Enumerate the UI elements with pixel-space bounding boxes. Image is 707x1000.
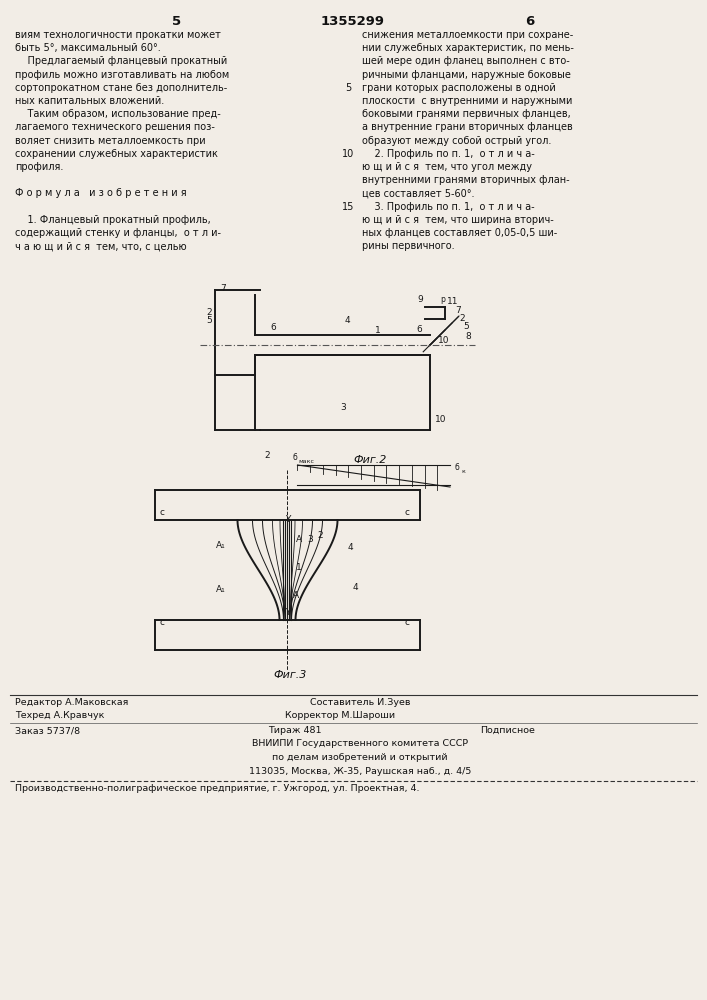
- Text: A: A: [293, 591, 298, 600]
- Text: p: p: [440, 295, 445, 304]
- Text: 9: 9: [417, 295, 423, 304]
- Text: содержащий стенку и фланцы,  о т л и-: содержащий стенку и фланцы, о т л и-: [15, 228, 221, 238]
- Text: Предлагаемый фланцевый прокатный: Предлагаемый фланцевый прокатный: [15, 56, 227, 66]
- Text: грани которых расположены в одной: грани которых расположены в одной: [362, 83, 556, 93]
- Text: ч а ю щ и й с я  тем, что, с целью: ч а ю щ и й с я тем, что, с целью: [15, 241, 187, 251]
- Text: сортопрокатном стане без дополнитель-: сортопрокатном стане без дополнитель-: [15, 83, 227, 93]
- Text: 3: 3: [340, 403, 346, 412]
- Text: профиль можно изготавливать на любом: профиль можно изготавливать на любом: [15, 70, 229, 80]
- Text: 4: 4: [348, 543, 353, 552]
- Text: Y: Y: [285, 515, 290, 524]
- Text: 5: 5: [206, 316, 212, 325]
- Text: 1: 1: [375, 326, 381, 335]
- Text: виям технологичности прокатки может: виям технологичности прокатки может: [15, 30, 221, 40]
- Text: ю щ и й с я  тем, что угол между: ю щ и й с я тем, что угол между: [362, 162, 532, 172]
- Text: Тираж 481: Тираж 481: [268, 726, 322, 735]
- Text: 8: 8: [465, 332, 471, 341]
- Text: шей мере один фланец выполнен с вто-: шей мере один фланец выполнен с вто-: [362, 56, 570, 66]
- Text: б: б: [293, 453, 297, 462]
- Text: снижения металлоемкости при сохране-: снижения металлоемкости при сохране-: [362, 30, 573, 40]
- Text: 15: 15: [341, 202, 354, 212]
- Text: образуют между собой острый угол.: образуют между собой острый угол.: [362, 136, 551, 146]
- Text: профиля.: профиля.: [15, 162, 64, 172]
- Text: 1355299: 1355299: [321, 15, 385, 28]
- Text: Таким образом, использование пред-: Таким образом, использование пред-: [15, 109, 221, 119]
- Text: сохранении служебных характеристик: сохранении служебных характеристик: [15, 149, 218, 159]
- Text: 4: 4: [353, 583, 358, 592]
- Text: 2: 2: [264, 451, 269, 460]
- Text: 2: 2: [317, 531, 323, 540]
- Text: 10: 10: [435, 415, 447, 424]
- Text: с: с: [160, 618, 165, 627]
- Text: нии служебных характеристик, по мень-: нии служебных характеристик, по мень-: [362, 43, 574, 53]
- Text: Подписное: Подписное: [480, 726, 535, 735]
- Text: A₁: A₁: [216, 585, 226, 594]
- Text: 5: 5: [345, 83, 351, 93]
- Text: Корректор М.Шароши: Корректор М.Шароши: [285, 712, 395, 720]
- Text: Фиг.3: Фиг.3: [274, 670, 307, 680]
- Text: 5: 5: [173, 15, 182, 28]
- Text: 11: 11: [447, 297, 459, 306]
- Text: 1: 1: [296, 563, 301, 572]
- Text: с: с: [405, 618, 410, 627]
- Text: 10: 10: [438, 336, 450, 345]
- Text: Редактор А.Маковская: Редактор А.Маковская: [15, 698, 129, 707]
- Text: 10: 10: [342, 149, 354, 159]
- Text: к: к: [461, 469, 465, 474]
- Text: 2. Профиль по п. 1,  о т л и ч а-: 2. Профиль по п. 1, о т л и ч а-: [362, 149, 534, 159]
- Text: с: с: [405, 508, 410, 517]
- Text: ных капитальных вложений.: ных капитальных вложений.: [15, 96, 164, 106]
- Text: по делам изобретений и открытий: по делам изобретений и открытий: [272, 753, 448, 762]
- Text: 7: 7: [220, 284, 226, 293]
- Text: 5: 5: [463, 322, 469, 331]
- Text: ю щ и й с я  тем, что ширина вторич-: ю щ и й с я тем, что ширина вторич-: [362, 215, 554, 225]
- Text: A₁: A₁: [216, 541, 226, 550]
- Text: цев составляет 5-60°.: цев составляет 5-60°.: [362, 188, 474, 198]
- Text: 6: 6: [525, 15, 534, 28]
- Text: ричными фланцами, наружные боковые: ричными фланцами, наружные боковые: [362, 70, 571, 80]
- Text: Заказ 5737/8: Заказ 5737/8: [15, 726, 80, 735]
- Text: внутренними гранями вторичных флан-: внутренними гранями вторичных флан-: [362, 175, 570, 185]
- Text: 1. Фланцевый прокатный профиль,: 1. Фланцевый прокатный профиль,: [15, 215, 211, 225]
- Text: 4: 4: [345, 316, 351, 325]
- Text: воляет снизить металлоемкость при: воляет снизить металлоемкость при: [15, 136, 206, 146]
- Text: ВНИИПИ Государственного комитета СССР: ВНИИПИ Государственного комитета СССР: [252, 740, 468, 748]
- Text: Фиг.2: Фиг.2: [354, 455, 387, 465]
- Text: Техред А.Кравчук: Техред А.Кравчук: [15, 712, 105, 720]
- Text: б: б: [455, 463, 460, 472]
- Text: ных фланцев составляет 0,05-0,5 ши-: ных фланцев составляет 0,05-0,5 ши-: [362, 228, 557, 238]
- Text: 3: 3: [308, 535, 313, 544]
- Text: A: A: [296, 535, 302, 544]
- Text: рины первичного.: рины первичного.: [362, 241, 455, 251]
- Text: с: с: [160, 508, 165, 517]
- Text: 7: 7: [455, 306, 461, 315]
- Text: 6: 6: [416, 325, 422, 334]
- Text: Ф о р м у л а   и з о б р е т е н и я: Ф о р м у л а и з о б р е т е н и я: [15, 188, 187, 198]
- Text: а внутренние грани вторичных фланцев: а внутренние грани вторичных фланцев: [362, 122, 573, 132]
- Text: быть 5°, максимальный 60°.: быть 5°, максимальный 60°.: [15, 43, 160, 53]
- Text: 3. Профиль по п. 1,  о т л и ч а-: 3. Профиль по п. 1, о т л и ч а-: [362, 202, 534, 212]
- Text: 2: 2: [459, 314, 464, 323]
- Text: Y: Y: [285, 608, 290, 617]
- Text: макс: макс: [298, 459, 315, 464]
- Text: 113035, Москва, Ж-35, Раушская наб., д. 4/5: 113035, Москва, Ж-35, Раушская наб., д. …: [249, 766, 471, 776]
- Text: Производственно-полиграфическое предприятие, г. Ужгород, ул. Проектная, 4.: Производственно-полиграфическое предприя…: [15, 784, 419, 793]
- Text: Составитель И.Зуев: Составитель И.Зуев: [310, 698, 410, 707]
- Text: 6: 6: [270, 323, 276, 332]
- Text: боковыми гранями первичных фланцев,: боковыми гранями первичных фланцев,: [362, 109, 571, 119]
- Text: 2: 2: [206, 308, 212, 317]
- Text: лагаемого технического решения поз-: лагаемого технического решения поз-: [15, 122, 215, 132]
- Text: плоскости  с внутренними и наружными: плоскости с внутренними и наружными: [362, 96, 573, 106]
